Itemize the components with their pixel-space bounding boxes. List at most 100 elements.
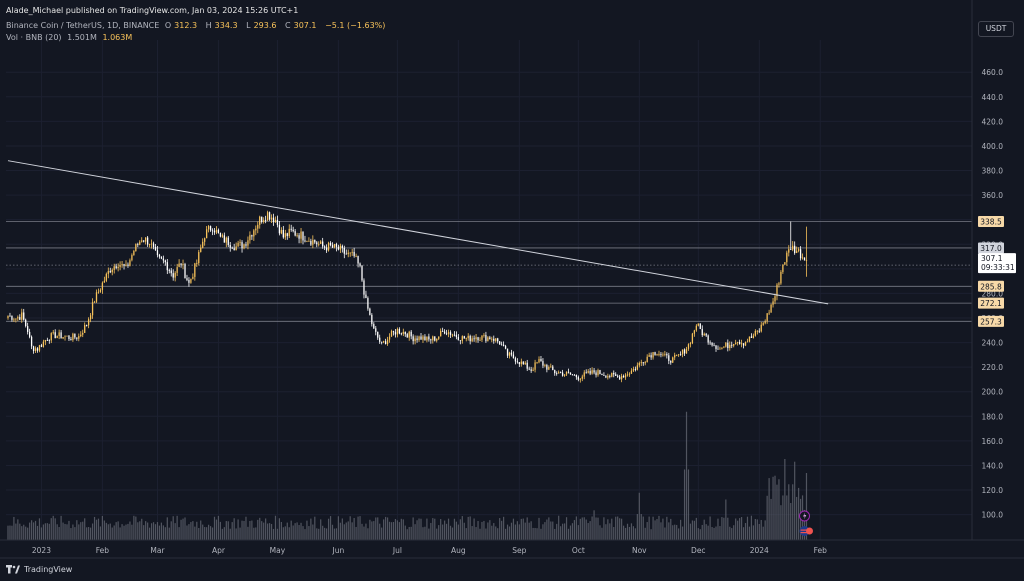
candle-body <box>306 241 308 243</box>
candle-body <box>441 330 444 332</box>
last-price-label: 307.1 <box>981 254 1003 263</box>
candle-body <box>7 315 9 319</box>
candle-body <box>282 229 284 238</box>
volume-bar <box>412 517 414 540</box>
candle-body <box>559 372 562 374</box>
candle-body <box>640 362 642 364</box>
time-tick-label: Jun <box>332 546 345 555</box>
candle-body <box>131 255 133 261</box>
volume-bar <box>660 522 662 540</box>
volume-bar <box>373 521 375 540</box>
symbol-name[interactable]: Binance Coin / TetherUS, 1D, BINANCE <box>6 21 160 30</box>
volume-bar <box>719 526 721 540</box>
candle-body <box>202 241 204 248</box>
volume-bar <box>211 527 214 540</box>
candle-body <box>381 341 383 343</box>
volume-bar <box>198 527 200 540</box>
volume-bar <box>290 520 292 540</box>
volume-bar <box>93 516 96 540</box>
candle-body <box>259 216 261 225</box>
volume-bar <box>744 523 747 540</box>
volume-bar <box>552 521 554 540</box>
volume-bar <box>249 520 251 540</box>
volume-bar <box>245 516 247 540</box>
volume-bar <box>764 520 766 540</box>
volume-bar <box>231 522 233 540</box>
volume-bar <box>707 525 709 540</box>
candle-body <box>709 342 711 344</box>
volume-bar <box>426 518 428 540</box>
candle-body <box>672 357 674 363</box>
volume-bar <box>84 518 86 540</box>
candle-body <box>668 355 670 361</box>
trendline[interactable] <box>7 160 829 305</box>
volume-bar <box>190 522 192 540</box>
volume-bar <box>357 516 359 540</box>
volume-bar <box>259 517 261 540</box>
volume-bar <box>312 524 314 540</box>
volume-bar <box>333 528 336 540</box>
candle-body <box>361 265 363 281</box>
lightning-glyph <box>803 512 807 520</box>
candle-body <box>786 252 788 263</box>
candle-body <box>487 337 489 342</box>
candle-body <box>101 282 104 290</box>
candle-body <box>146 237 149 245</box>
footer-brand[interactable]: TradingView <box>6 565 72 574</box>
volume-bar <box>25 526 27 540</box>
volume-label[interactable]: Vol · BNB (20) <box>6 33 62 42</box>
publisher-line: Alade_Michael published on TradingView.c… <box>6 6 301 15</box>
volume-bar <box>792 484 794 540</box>
time-tick-label: Apr <box>212 546 226 555</box>
candle-body <box>788 249 790 253</box>
candle-body <box>471 338 473 342</box>
candle-body <box>217 229 220 234</box>
candle-body <box>512 354 515 359</box>
volume-bar <box>583 517 585 540</box>
candle-body <box>72 333 74 341</box>
volume-bar <box>294 523 296 540</box>
time-tick-label: Jul <box>392 546 402 555</box>
volume-bar <box>341 518 343 540</box>
volume-bar <box>499 518 501 540</box>
volume-bar <box>164 527 166 540</box>
candle-body <box>587 371 589 373</box>
candle-body <box>270 217 273 220</box>
volume-bar <box>442 524 444 540</box>
volume-bar <box>420 518 422 540</box>
volume-bar <box>406 529 408 540</box>
candle-body <box>82 332 84 335</box>
volume-bar <box>721 517 723 540</box>
volume-bar <box>754 518 756 540</box>
candle-body <box>209 226 212 231</box>
time-axis[interactable]: 2023 Feb Mar Apr May Jun Jul Aug Sep Oct Nov Dec 202… <box>0 539 1024 559</box>
volume-value: 1.063M <box>102 33 133 42</box>
candle-body <box>542 361 544 366</box>
candle-body <box>180 263 182 265</box>
volume-bar <box>432 518 434 540</box>
currency-button[interactable]: USDT <box>978 21 1014 37</box>
volume-bar <box>186 525 188 540</box>
candle-body <box>736 341 739 343</box>
candle-body <box>432 336 434 341</box>
volume-bar <box>103 520 105 540</box>
candle-body <box>76 337 78 339</box>
candle-body <box>406 334 408 338</box>
candle-body <box>782 264 784 272</box>
volume-bar <box>72 524 74 540</box>
volume-bar <box>444 520 446 540</box>
candle-body <box>676 354 678 356</box>
volume-bars <box>7 411 808 540</box>
candle-body <box>794 245 796 254</box>
candle-body <box>750 336 753 338</box>
candle-body <box>392 331 395 333</box>
candle-body <box>263 220 265 222</box>
volume-bar <box>469 516 471 540</box>
volume-bar <box>223 527 225 540</box>
volume-bar <box>648 516 650 540</box>
candle-body <box>744 341 747 346</box>
ohlc-open: O 312.3 <box>164 21 198 30</box>
candle-body <box>583 372 585 377</box>
volume-bar <box>282 527 284 540</box>
